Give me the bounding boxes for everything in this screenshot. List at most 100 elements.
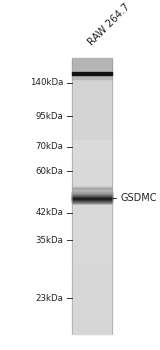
Bar (72, 111, 112, 113)
Bar (72, 106, 112, 109)
Bar (72, 113, 112, 116)
Bar (72, 249, 112, 251)
Bar (72, 102, 112, 104)
Bar (72, 175, 112, 178)
Bar (72, 166, 112, 169)
Bar (72, 69, 112, 72)
Bar (72, 143, 112, 146)
Bar (72, 309, 112, 311)
Bar (72, 276, 112, 279)
Bar (72, 281, 112, 284)
Bar (72, 325, 112, 327)
Text: 23kDa: 23kDa (35, 294, 63, 303)
Bar (72, 224, 112, 226)
Bar (72, 260, 112, 263)
Bar (72, 78, 112, 81)
Bar (72, 316, 112, 318)
Text: 95kDa: 95kDa (35, 112, 63, 121)
Text: 70kDa: 70kDa (35, 142, 63, 151)
Bar (72, 62, 112, 65)
Bar (72, 327, 112, 330)
Bar (72, 127, 112, 130)
Bar (72, 194, 112, 196)
Bar (72, 99, 112, 102)
Bar (72, 138, 112, 141)
Bar (72, 313, 112, 316)
Bar (72, 94, 112, 97)
Bar (72, 221, 112, 224)
Bar (72, 302, 112, 304)
Bar (72, 85, 112, 88)
Text: 35kDa: 35kDa (35, 236, 63, 245)
Bar (72, 300, 112, 302)
Bar (72, 182, 112, 185)
Bar (72, 253, 112, 256)
Bar (72, 251, 112, 254)
Bar (72, 58, 112, 61)
Bar (72, 297, 112, 300)
Bar (72, 191, 112, 194)
Bar (72, 88, 112, 90)
Bar (72, 270, 112, 272)
Bar (72, 141, 112, 143)
Bar (72, 145, 112, 148)
Bar (72, 134, 112, 136)
Bar (72, 230, 112, 233)
Bar (72, 306, 112, 309)
Bar (72, 72, 112, 75)
Text: 140kDa: 140kDa (30, 78, 63, 88)
Bar (72, 237, 112, 240)
Bar (72, 256, 112, 258)
Bar (72, 304, 112, 307)
Bar (72, 129, 112, 132)
Bar (72, 92, 112, 95)
Bar (72, 246, 112, 249)
Bar (72, 240, 112, 242)
Bar (72, 187, 112, 189)
Bar (72, 288, 112, 290)
Bar (72, 295, 112, 298)
Bar (72, 136, 112, 139)
Bar (72, 196, 112, 198)
Bar (72, 65, 112, 67)
Bar (72, 318, 112, 321)
Bar (72, 226, 112, 229)
Bar (72, 168, 112, 171)
Bar (72, 177, 112, 180)
Bar (72, 228, 112, 231)
Text: RAW 264.7: RAW 264.7 (86, 1, 132, 47)
Bar (72, 201, 112, 203)
Bar (72, 267, 112, 270)
Bar (72, 150, 112, 153)
Bar (72, 125, 112, 127)
Bar (72, 67, 112, 70)
Bar (72, 122, 112, 125)
Bar (72, 184, 112, 187)
Bar (72, 219, 112, 222)
Bar (72, 161, 112, 164)
Bar (72, 148, 112, 150)
Bar (72, 286, 112, 288)
Bar (72, 293, 112, 295)
Bar (72, 108, 112, 111)
Bar (72, 154, 112, 157)
Bar (72, 265, 112, 267)
Bar (72, 272, 112, 274)
Bar (72, 322, 112, 325)
Bar (72, 60, 112, 63)
Bar (72, 274, 112, 277)
Bar (72, 104, 112, 106)
Bar (72, 173, 112, 175)
Bar (72, 208, 112, 210)
Bar (72, 118, 112, 120)
Bar (72, 97, 112, 99)
Bar (72, 159, 112, 162)
Bar (72, 329, 112, 332)
Bar (72, 242, 112, 245)
Bar (72, 290, 112, 293)
Bar (72, 311, 112, 314)
Bar (72, 83, 112, 86)
Bar (72, 332, 112, 334)
Bar (72, 205, 112, 208)
Bar (72, 212, 112, 215)
